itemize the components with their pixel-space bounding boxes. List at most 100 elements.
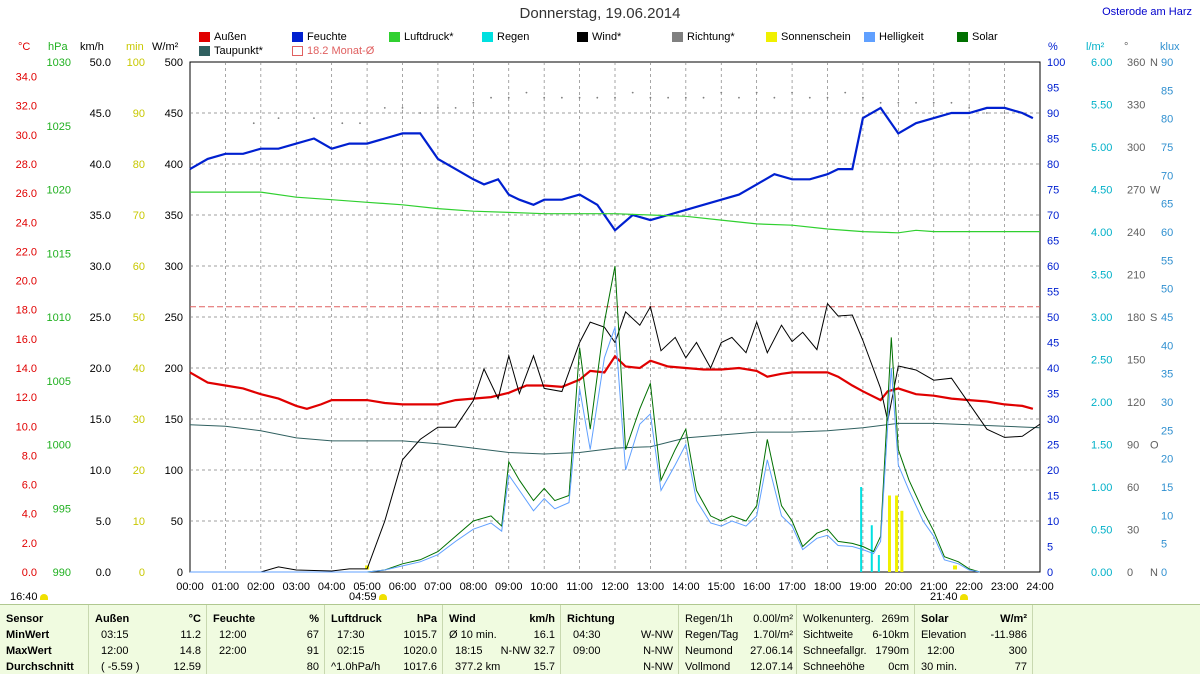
direction-tick-label: 300 [1127, 142, 1145, 154]
temp-tick-label: 32.0 [16, 101, 37, 113]
legend-swatch [482, 32, 493, 42]
temp-tick-label: 26.0 [16, 188, 37, 200]
solar-tick-label: 400 [165, 159, 183, 171]
minutes-tick-label: 70 [133, 210, 145, 222]
pressure-tick-label: 990 [53, 567, 71, 579]
direction-dot [702, 96, 705, 99]
wind-tick-label: 20.0 [90, 363, 111, 375]
wind-max: N-NW 32.7 [500, 645, 555, 657]
temp-tick-label: 12.0 [16, 392, 37, 404]
rain-tick-label: 2.00 [1091, 397, 1112, 409]
rain-tick-label: 5.00 [1091, 142, 1112, 154]
compass-label: N [1150, 57, 1158, 69]
humidity-tick-label: 85 [1047, 134, 1059, 146]
humidity-tick-label: 40 [1047, 363, 1059, 375]
schneefall: 1790m [875, 645, 909, 657]
x-tick-label: 10:00 [530, 581, 558, 593]
wind-head: Wind [449, 613, 476, 625]
sunshine-mark [953, 565, 957, 570]
legend-label: Helligkeit [879, 31, 924, 43]
solar-30min: 77 [1014, 661, 1027, 673]
legend-label: Luftdruck* [404, 31, 454, 43]
col-wolken: Wolkenunterg. 269m Sichtweite 6-10km Sch… [796, 605, 915, 674]
direction-dot [472, 101, 475, 104]
direction-dot [614, 96, 616, 99]
humidity-tick-label: 30 [1047, 414, 1059, 426]
col-luftdruck: Luftdruck hPa 17:30 1015.7 02:15 1020.0 … [324, 605, 443, 674]
legend-item: 18.2 Monat-Ø [292, 45, 374, 57]
direction-tick-label: 30 [1127, 525, 1139, 537]
x-tick-label: 15:00 [707, 581, 735, 593]
rain-tick-label: 1.50 [1091, 440, 1112, 452]
minutes-tick-label: 30 [133, 414, 145, 426]
regen-tag-label: Regen/Tag [685, 629, 739, 641]
direction-dot [808, 96, 811, 99]
minutes-tick-label: 20 [133, 465, 145, 477]
direction-dot [313, 117, 315, 119]
neumond-label: Neumond [685, 645, 733, 657]
direction-dot [720, 91, 723, 94]
temp-tick-label: 28.0 [16, 159, 37, 171]
legend-swatch [389, 32, 400, 42]
sicht-label: Sichtweite [803, 629, 854, 641]
x-tick-label: 08:00 [460, 581, 488, 593]
regen-tag: 1.70l/m² [753, 629, 793, 641]
left-time-marker: 16:40 [10, 591, 48, 603]
temp-line [189, 354, 1034, 410]
legend-item: Luftdruck* [389, 31, 454, 43]
compass-label: N [1150, 567, 1158, 579]
direction-dot [631, 91, 634, 94]
rain-tick-label: 3.50 [1091, 270, 1112, 282]
sensor-avg: Durchschnitt [6, 661, 74, 673]
pressure-tick-label: 1010 [47, 312, 71, 324]
minutes-tick-label: 40 [133, 363, 145, 375]
schneehoehe-label: Schneehöhe [803, 661, 865, 673]
neumond: 27.06.14 [750, 645, 793, 657]
direction-dot [401, 107, 404, 109]
pressure-tick-label: 1000 [47, 440, 71, 452]
direction-dot [359, 122, 361, 125]
sunshine-bar [887, 495, 891, 572]
temp-tick-label: 8.0 [22, 450, 37, 462]
rain-tick-label: 1.00 [1091, 482, 1112, 494]
humidity-tick-label: 35 [1047, 389, 1059, 401]
solar-tick-label: 100 [165, 465, 183, 477]
wind-tick-label: 50.0 [90, 57, 111, 69]
x-tick-label: 16:00 [743, 581, 771, 593]
x-tick-label: 02:00 [247, 581, 275, 593]
rain-bar [870, 525, 873, 572]
x-tick-label: 14:00 [672, 581, 700, 593]
temp-tick-label: 18.0 [16, 305, 37, 317]
legend-label: Solar [972, 31, 998, 43]
legend-swatch [292, 46, 303, 56]
legend-item: Taupunkt* [199, 45, 263, 57]
solar-tick-label: 500 [165, 57, 183, 69]
aussen-unit: °C [188, 613, 201, 625]
humidity-tick-label: 25 [1047, 440, 1059, 452]
x-tick-label: 01:00 [212, 581, 240, 593]
direction-dot [419, 112, 422, 114]
legend-swatch [199, 46, 210, 56]
humidity-tick-label: 75 [1047, 185, 1059, 197]
humidity-tick-label: 45 [1047, 338, 1059, 350]
min-unit-label: min [126, 41, 144, 53]
lux-tick-label: 60 [1161, 227, 1173, 239]
direction-dot [684, 96, 687, 99]
solar-tick-label: 0 [177, 567, 183, 579]
legend-label: Wind* [592, 31, 622, 43]
wind-unit: km/h [529, 613, 555, 625]
wind-max-time: 18:15 [455, 645, 483, 657]
humidity-tick-label: 55 [1047, 287, 1059, 299]
rain-bar [877, 555, 880, 572]
humidity-tick-label: 0 [1047, 567, 1053, 579]
sunset-marker: 21:40 [930, 591, 968, 603]
sunset-icon [959, 594, 968, 600]
col-richtung: Richtung 04:30 W-NW 09:00 N-NW N-NW [560, 605, 679, 674]
lux-tick-label: 15 [1161, 482, 1173, 494]
direction-dot [950, 101, 953, 104]
x-tick-label: 00:00 [176, 581, 204, 593]
rain-tick-label: 5.50 [1091, 100, 1112, 112]
wind-avg10-label: Ø 10 min. [449, 629, 497, 641]
station-name[interactable]: Osterode am Harz [1102, 6, 1192, 18]
lux-tick-label: 50 [1161, 284, 1173, 296]
